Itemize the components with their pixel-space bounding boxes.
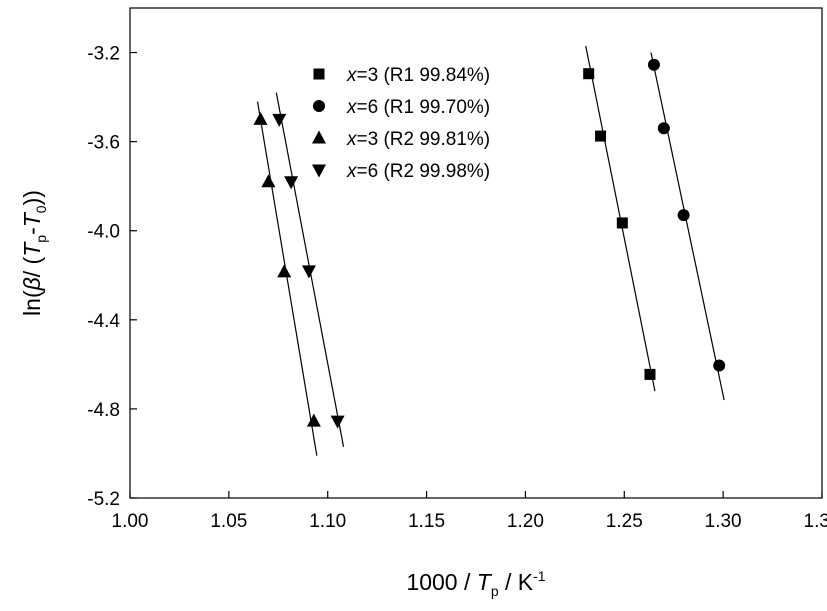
y-axis-title-p2: / (: [19, 256, 45, 277]
data-point-series-3: [261, 174, 276, 188]
data-points: [253, 58, 726, 429]
x-tick-label: 1.15: [408, 511, 445, 532]
y-axis-title: ln(β/ (Tp-T0)): [19, 190, 49, 316]
x-axis-title-sup: -1: [533, 568, 546, 584]
x-axis-title-var: T: [477, 569, 493, 595]
legend-marker-4: [312, 164, 326, 178]
legend-label-1: x=3 (R1 99.84%): [346, 65, 490, 86]
legend-marker-2: [313, 100, 325, 112]
legend-marker-3: [312, 130, 326, 144]
x-tick-label: 1.05: [210, 511, 247, 532]
x-tick-label: 1.35: [804, 511, 827, 532]
data-point-series-2: [647, 58, 660, 71]
legend-label-2: x=6 (R1 99.70%): [346, 97, 490, 118]
data-point-series-1: [616, 217, 628, 229]
y-axis-title-s2: 0: [33, 205, 49, 213]
y-tick-label: -4.4: [87, 311, 120, 332]
legend-label-3: x=3 (R2 99.81%): [346, 129, 490, 150]
data-point-series-2: [677, 209, 690, 222]
fit-line-series-2: [650, 52, 725, 401]
y-axis-title-close: )): [19, 190, 45, 205]
x-tick-label: 1.25: [606, 511, 643, 532]
x-tick-label: 1.20: [507, 511, 544, 532]
legend-label-var: x: [346, 161, 358, 182]
y-axis-title-s1: p: [33, 235, 49, 243]
y-axis-title-beta: β: [19, 277, 45, 291]
legend-label-text: =3 (R1 99.84%): [357, 65, 491, 86]
x-tick-label: 1.30: [705, 511, 742, 532]
tick-labels: 1.00 1.05 1.10 1.15 1.20 1.25 1.30 1.35 -3.2 -3.6…: [87, 44, 827, 532]
y-axis-title-t2: T: [19, 211, 45, 227]
tick-marks: [129, 51, 823, 499]
data-point-series-1: [583, 68, 595, 80]
y-axis-title-mid: -: [19, 227, 45, 235]
data-point-series-2: [657, 122, 670, 135]
y-tick-label: -3.2: [87, 44, 120, 65]
fit-lines: [256, 45, 725, 456]
y-tick-label: -4.0: [87, 222, 120, 243]
legend-label-text: =3 (R2 99.81%): [357, 129, 491, 150]
x-tick-label: 1.10: [309, 511, 346, 532]
data-point-series-3: [277, 264, 292, 278]
data-point-series-4: [330, 415, 345, 429]
data-point-series-4: [272, 113, 287, 127]
data-point-series-1: [644, 368, 656, 380]
legend: x=3 (R1 99.84%)x=6 (R1 99.70%)x=3 (R2 99…: [312, 65, 490, 182]
data-point-series-1: [595, 130, 607, 142]
data-point-series-4: [284, 176, 299, 190]
x-axis-title-sub: p: [491, 583, 499, 599]
x-axis-title: 1000 / Tp / K-1: [406, 568, 545, 599]
y-axis-title-p1: ln(: [19, 290, 45, 316]
legend-label-4: x=6 (R2 99.98%): [346, 161, 490, 182]
legend-label-var: x: [346, 65, 358, 86]
data-point-series-3: [306, 413, 321, 427]
plot-frame: [129, 7, 823, 499]
data-point-series-4: [301, 265, 316, 279]
y-tick-label: -3.6: [87, 133, 120, 154]
legend-label-var: x: [346, 97, 358, 118]
legend-label-var: x: [346, 129, 358, 150]
data-point-series-2: [713, 359, 726, 372]
x-axis-title-prefix: 1000 /: [406, 569, 476, 595]
data-point-series-3: [253, 111, 268, 125]
y-tick-label: -5.2: [87, 489, 120, 510]
x-axis-title-unit: / K: [499, 569, 534, 595]
legend-label-text: =6 (R1 99.70%): [357, 97, 491, 118]
fit-line-series-3: [256, 101, 318, 456]
y-axis-title-t1: T: [19, 241, 45, 257]
x-tick-label: 1.00: [112, 511, 149, 532]
y-tick-label: -4.8: [87, 400, 120, 421]
legend-marker-1: [313, 68, 325, 80]
legend-label-text: =6 (R2 99.98%): [357, 161, 491, 182]
